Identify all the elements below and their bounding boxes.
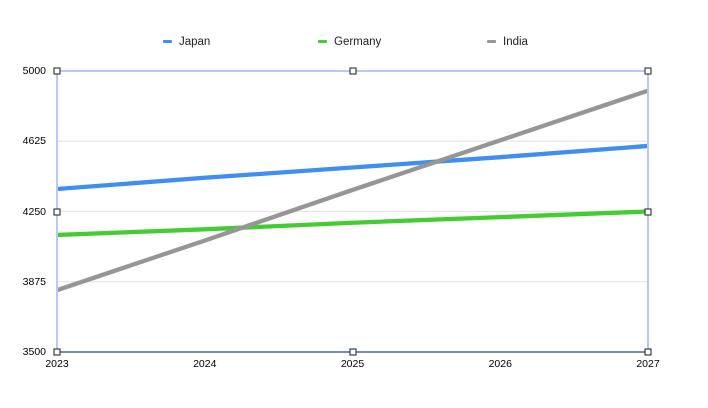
india-line-swatch-icon: [487, 40, 496, 43]
series-line-india: [56, 88, 649, 293]
y-tick-label: 4625: [22, 135, 46, 148]
series-line-germany: [56, 209, 649, 238]
y-tick-label: 5000: [22, 65, 46, 77]
selection-handle-top-left[interactable]: [53, 67, 61, 75]
legend-label-germany: Germany: [334, 35, 382, 48]
y-tick-label: 3875: [22, 275, 46, 288]
x-tick-label: 2023: [45, 357, 69, 370]
x-tick-label: 2027: [636, 357, 660, 370]
selection-handle-bottom-left[interactable]: [53, 348, 61, 356]
selection-handle-bottom-right[interactable]: [644, 348, 652, 356]
selection-handle-middle-right[interactable]: [644, 208, 652, 215]
japan-line-swatch-icon: [163, 40, 172, 43]
plot-area[interactable]: [57, 71, 648, 352]
legend-label-japan: Japan: [179, 35, 211, 48]
selection-handle-top-right[interactable]: [644, 67, 652, 75]
series-line-japan: [56, 143, 649, 192]
selection-handle-top-middle[interactable]: [349, 67, 356, 75]
x-tick-label: 2024: [193, 357, 217, 370]
y-tick-label: 3500: [22, 346, 46, 358]
legend-label-india: India: [503, 35, 528, 48]
germany-line-swatch-icon: [318, 40, 327, 43]
selection-handle-bottom-middle[interactable]: [349, 348, 356, 356]
legend-item-germany[interactable]: Germany: [318, 35, 381, 48]
legend-item-india[interactable]: India: [487, 35, 528, 48]
legend-item-japan[interactable]: Japan: [163, 35, 210, 48]
x-tick-label: 2026: [488, 357, 512, 370]
selection-handle-middle-left[interactable]: [53, 208, 61, 215]
x-tick-label: 2025: [340, 357, 365, 370]
y-tick-label: 4250: [22, 205, 46, 218]
